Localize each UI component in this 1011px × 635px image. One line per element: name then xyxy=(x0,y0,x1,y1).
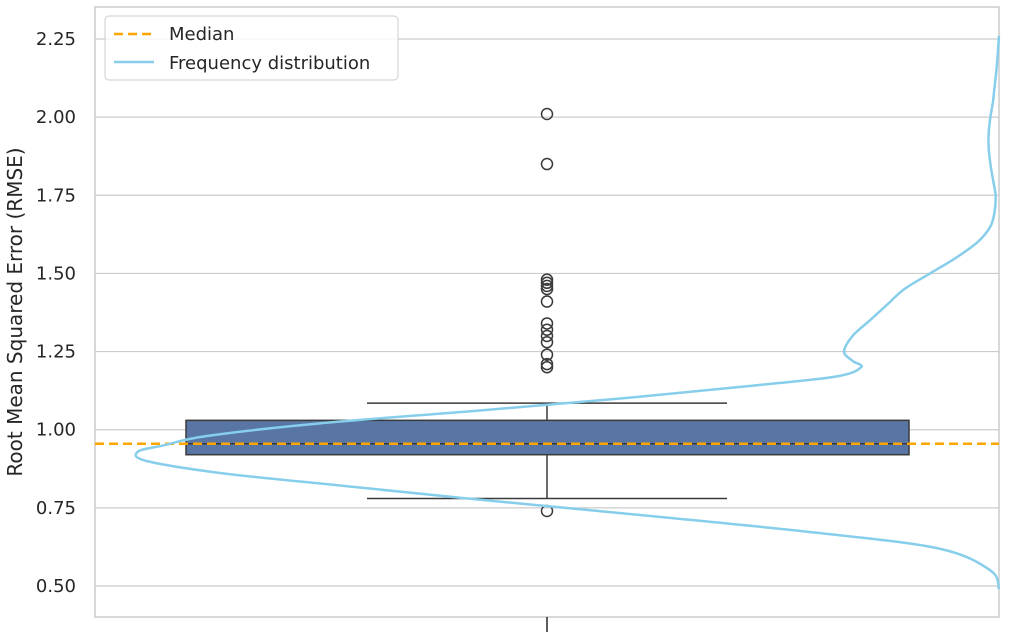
outlier-point xyxy=(540,273,554,286)
y-axis-title: Root Mean Squared Error (RMSE) xyxy=(3,147,27,476)
outlier-point xyxy=(540,279,554,293)
y-tick-label: 1.25 xyxy=(36,342,76,363)
iqr-box xyxy=(185,419,910,456)
outlier-point xyxy=(540,295,554,308)
outlier-point xyxy=(540,107,554,121)
outlier-point xyxy=(540,317,554,330)
y-tick-labels: 0.50 0.75 1.00 1.25 1.50 1.75 2.00 2.25 xyxy=(36,29,76,597)
outlier-point xyxy=(540,282,554,296)
legend-median-label: Median xyxy=(169,24,234,45)
y-tick-label: 1.75 xyxy=(36,185,76,206)
frequency-distribution-curve xyxy=(134,35,1001,590)
legend: Median Frequency distribution xyxy=(104,15,399,81)
y-tick-label: 2.00 xyxy=(36,107,76,128)
y-tick-label: 1.50 xyxy=(36,263,76,284)
outlier-point xyxy=(540,357,554,371)
plot-border xyxy=(94,6,1000,618)
y-tick-label: 0.50 xyxy=(36,576,76,597)
outlier-point xyxy=(540,335,554,349)
outlier-point xyxy=(540,360,554,374)
outlier-point xyxy=(540,323,554,336)
outlier-point xyxy=(540,276,554,290)
legend-frequency-label: Frequency distribution xyxy=(169,53,370,74)
frequency-distribution-group xyxy=(95,35,1001,590)
legend-frame xyxy=(104,15,399,81)
y-tick-label: 2.25 xyxy=(36,29,76,50)
plot-frame xyxy=(94,6,1000,618)
y-tick-label: 0.75 xyxy=(36,498,76,519)
outlier-point xyxy=(540,348,554,361)
outlier-point xyxy=(540,157,554,171)
outlier-point xyxy=(540,329,554,343)
y-tick-label: 1.00 xyxy=(36,420,76,441)
y-gridlines xyxy=(95,38,999,587)
box-plot-group xyxy=(185,107,910,632)
